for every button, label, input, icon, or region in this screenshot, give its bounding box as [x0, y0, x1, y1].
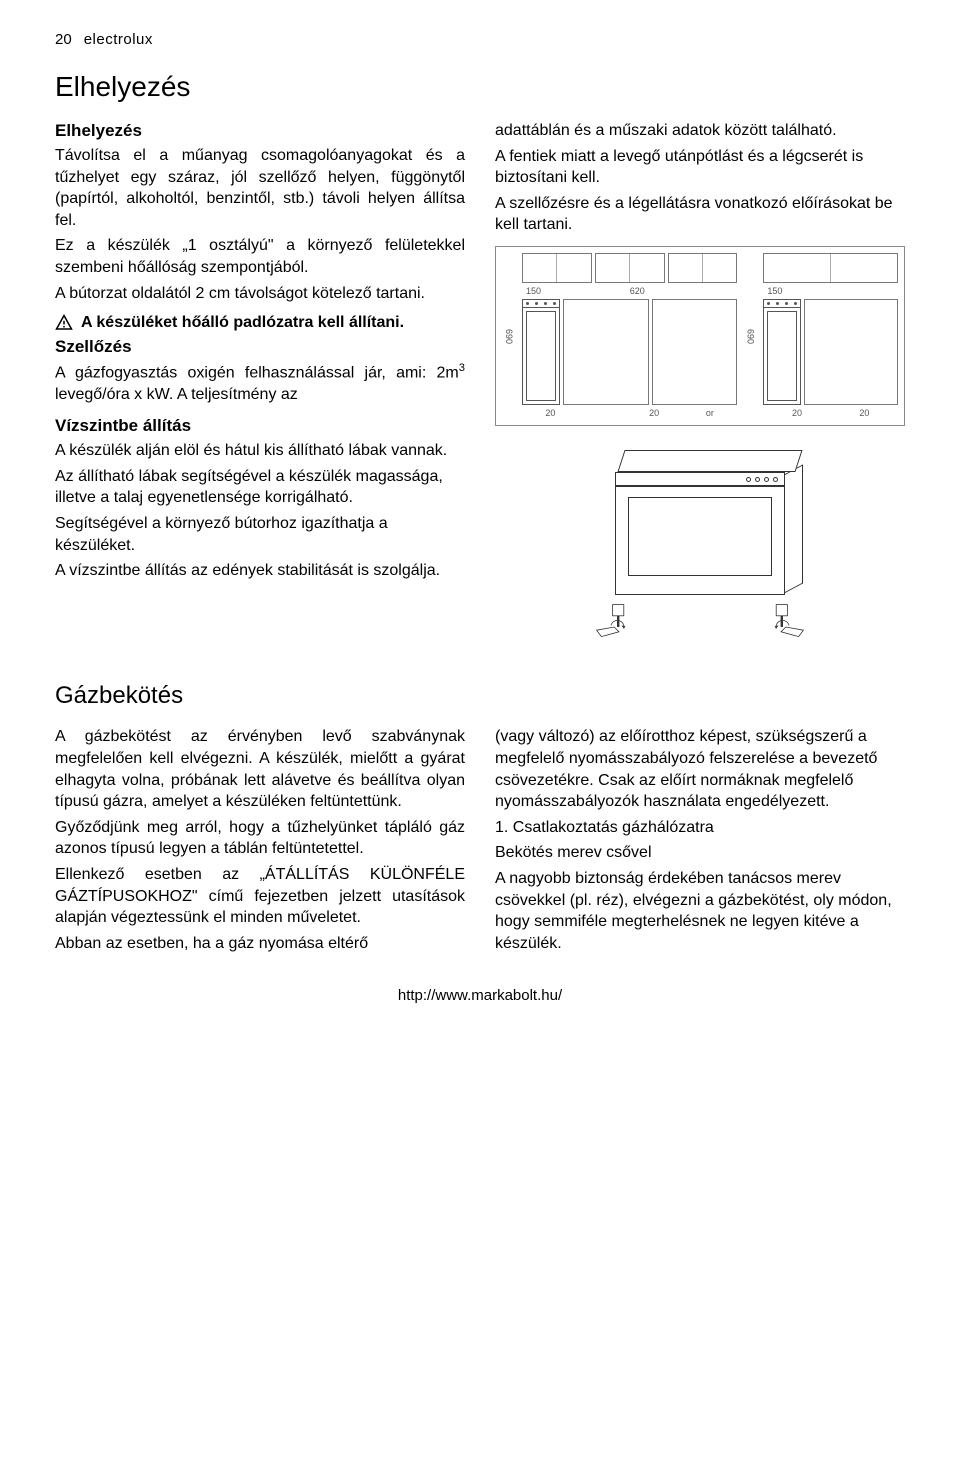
feet-adjust-row	[595, 603, 805, 643]
foot-wrench-right-icon	[757, 603, 805, 643]
para-ventilation: A gázfogyasztás oxigén felhasználással j…	[55, 361, 465, 406]
para-remove-packaging: Távolítsa el a műanyag csomagolóanyagoka…	[55, 145, 465, 231]
gas-left-column: A gázbekötést az érvényben levő szabvány…	[55, 726, 465, 958]
para-dataplate: adattáblán és a műszaki adatok között ta…	[495, 120, 905, 142]
vent-text-a: A gázfogyasztás oxigén felhasználással j…	[55, 364, 459, 381]
para-feet4: A vízszintbe állítás az edények stabilit…	[55, 560, 465, 582]
leveling-diagram	[495, 440, 905, 660]
dim-690-left: 690	[502, 253, 516, 419]
gas-r-p1: (vagy változó) az előírotthoz képest, sz…	[495, 726, 905, 812]
para-feet2: Az állítható lábak segítségével a készül…	[55, 466, 465, 509]
oven-icon-left	[522, 299, 560, 405]
dim-20-b: 20	[649, 407, 659, 419]
warning-row: A készüléket hőálló padlózatra kell állí…	[55, 312, 465, 334]
dim-20-c: 20	[792, 407, 802, 419]
foot-wrench-left-icon	[595, 603, 643, 643]
gas-r-p2: A nagyobb biztonság érdekében tanácsos m…	[495, 868, 905, 954]
section-title-elhelyezes: Elhelyezés	[55, 68, 905, 106]
para-aircirc: A fentiek miatt a levegő utánpótlást és …	[495, 146, 905, 189]
brand-label: electrolux	[84, 30, 153, 50]
left-column: Elhelyezés Távolítsa el a műanyag csomag…	[55, 120, 465, 660]
para-feet1: A készülék alján elöl és hátul kis állít…	[55, 440, 465, 462]
para-class1: Ez a készülék „1 osztályú" a környező fe…	[55, 235, 465, 278]
page-header: 20 electrolux	[55, 30, 905, 50]
dim-620: 620	[630, 285, 645, 297]
gas-p4: Abban az esetben, ha a gáz nyomása eltér…	[55, 933, 465, 955]
kitchen-layout-left: 150 620 20 20 or	[522, 253, 737, 419]
gas-p2: Győződjünk meg arról, hogy a tűzhelyünke…	[55, 817, 465, 860]
para-2cm: A bútorzat oldalától 2 cm távolságot köt…	[55, 283, 465, 305]
subhead-szellozes: Szellőzés	[55, 336, 465, 359]
installation-diagram: 690 150 620	[495, 246, 905, 426]
subhead-elhelyezes: Elhelyezés	[55, 120, 465, 143]
subhead-vizszintbe: Vízszintbe állítás	[55, 415, 465, 438]
oven-icon-right	[763, 299, 801, 405]
superscript-3: 3	[459, 362, 465, 374]
vent-text-b: levegő/óra x kW. A teljesítmény az	[55, 386, 298, 403]
gas-p3: Ellenkező esetben az „ÁTÁLLÍTÁS KÜLÖNFÉL…	[55, 864, 465, 929]
two-column-layout-1: Elhelyezés Távolítsa el a műanyag csomag…	[55, 120, 905, 660]
dim-150-a: 150	[526, 285, 541, 297]
dim-20-a: 20	[545, 407, 555, 419]
or-label: or	[706, 407, 714, 419]
gas-r-l1: 1. Csatlakoztatás gázhálózatra	[495, 817, 905, 839]
para-feet3: Segítségével a környező bútorhoz igazíth…	[55, 513, 465, 556]
two-column-layout-2: A gázbekötést az érvényben levő szabvány…	[55, 726, 905, 958]
gas-r-l2: Bekötés merev csővel	[495, 842, 905, 864]
section-title-gazbekotes: Gázbekötés	[55, 680, 905, 712]
gas-p1: A gázbekötést az érvényben levő szabvány…	[55, 726, 465, 812]
right-column: adattáblán és a műszaki adatok között ta…	[495, 120, 905, 660]
dim-690-right: 690	[743, 253, 757, 419]
footer-url: http://www.markabolt.hu/	[55, 986, 905, 1006]
dim-150-b: 150	[767, 285, 782, 297]
warning-text: A készüléket hőálló padlózatra kell állí…	[81, 312, 404, 334]
page-number: 20	[55, 30, 72, 50]
warning-icon	[55, 314, 73, 332]
dim-20-d: 20	[859, 407, 869, 419]
stove-body	[615, 450, 785, 595]
kitchen-layout-right: 150 20 20	[763, 253, 898, 419]
gas-right-column: (vagy változó) az előírotthoz képest, sz…	[495, 726, 905, 958]
para-regs: A szellőzésre és a légellátásra vonatkoz…	[495, 193, 905, 236]
